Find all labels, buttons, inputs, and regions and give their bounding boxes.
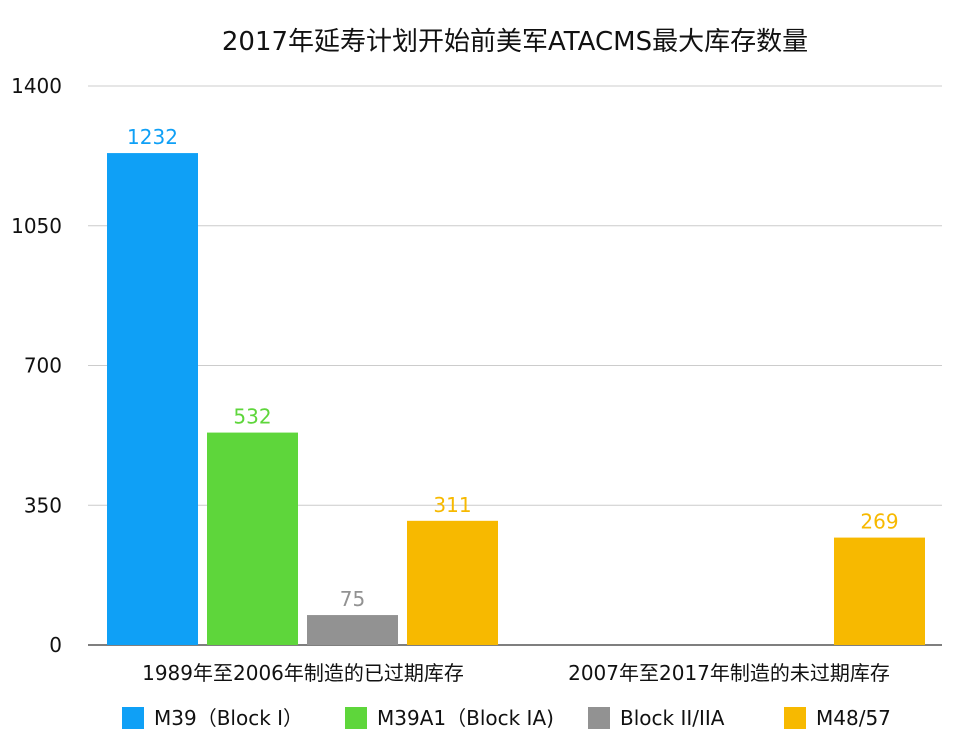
- data-label: 269: [860, 510, 898, 534]
- y-tick-label: 1400: [11, 74, 62, 98]
- x-category-label: 1989年至2006年制造的已过期库存: [142, 661, 464, 685]
- legend-swatch: [588, 707, 610, 729]
- bar-2-1: [207, 432, 298, 645]
- legend: M39（Block I） M39A1（Block IA) Block II/IIA M…: [122, 706, 891, 730]
- data-label: 532: [233, 405, 271, 429]
- bar-4-2: [834, 537, 925, 645]
- legend-swatch: [784, 707, 806, 729]
- y-tick-label: 0: [49, 633, 62, 657]
- chart-title: 2017年延寿计划开始前美军ATACMS最大库存数量: [222, 27, 808, 57]
- y-tick-label: 350: [24, 493, 62, 517]
- y-tick-label: 700: [24, 354, 62, 378]
- legend-label: M39A1（Block IA): [377, 706, 554, 730]
- data-label: 1232: [127, 125, 178, 149]
- data-label: 75: [340, 587, 365, 611]
- y-axis-ticks: 0 350 700 1050 1400: [11, 74, 62, 657]
- legend-label: M48/57: [816, 706, 891, 730]
- bar-4-1: [407, 520, 498, 645]
- legend-label: M39（Block I）: [154, 706, 303, 730]
- legend-swatch: [345, 707, 367, 729]
- x-category-label: 2007年至2017年制造的未过期库存: [568, 661, 890, 685]
- x-axis-categories: 1989年至2006年制造的已过期库存 2007年至2017年制造的未过期库存: [142, 661, 890, 685]
- legend-label: Block II/IIA: [620, 706, 725, 730]
- bars: [107, 153, 925, 645]
- data-label: 311: [433, 493, 471, 517]
- y-tick-label: 1050: [11, 214, 62, 238]
- bar-1-1: [107, 153, 198, 645]
- bar-3-1: [307, 615, 398, 645]
- data-labels: 1232 532 75 311 269: [127, 125, 899, 611]
- legend-swatch: [122, 707, 144, 729]
